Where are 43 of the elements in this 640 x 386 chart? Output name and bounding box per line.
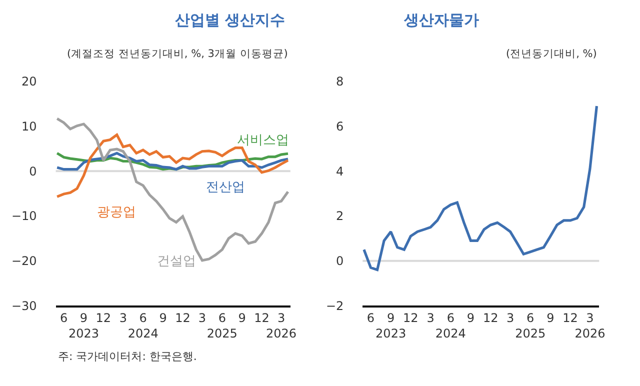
x-tick-label: 9 <box>238 311 246 326</box>
y-tick-label: 10 <box>22 119 37 134</box>
y-tick-label: 6 <box>336 119 344 134</box>
x-tick-label: 6 2024 <box>435 311 466 341</box>
y-tick-label: −20 <box>11 254 37 268</box>
x-tick-label: 12 <box>175 311 190 326</box>
x-tick-label: 3 <box>506 311 514 326</box>
y-tick-label: 8 <box>336 74 344 89</box>
x-tick-label: 3 <box>198 311 206 326</box>
x-tick-label: 6 2025 <box>515 311 546 341</box>
y-tick-label: 20 <box>22 74 37 89</box>
x-tick-label: 9 <box>159 311 167 326</box>
text: 주: 국가데이터처: 한국은행. <box>58 350 197 363</box>
y-tick-label: 0 <box>336 254 344 268</box>
line-series <box>56 133 290 198</box>
chart-title: 생산자물가 <box>403 11 479 29</box>
chart-subtitle: (전년동기대비, %) <box>506 48 597 60</box>
series-label: 전산업 <box>206 180 245 195</box>
x-tick-label: 6 2024 <box>128 311 158 341</box>
x-tick-label: 12 <box>403 311 418 326</box>
x-tick-label: 3 <box>119 311 127 326</box>
x-tick-label: 9 <box>546 311 554 326</box>
series-label: 건설업 <box>157 254 196 269</box>
y-tick-label: 4 <box>336 164 344 178</box>
y-tick-label: −30 <box>11 298 37 313</box>
x-tick-label: 12 <box>562 311 578 326</box>
x-tick-label: 6 2025 <box>206 311 238 341</box>
x-tick-label: 12 <box>482 311 498 326</box>
y-tick-label: −10 <box>11 209 37 224</box>
y-tick-label: 0 <box>29 164 37 178</box>
chart-title: 산업별 생산지수 <box>175 11 286 29</box>
x-tick-label: 12 <box>254 311 270 326</box>
series-label: 광공업 <box>97 205 136 220</box>
x-tick-label: 12 <box>96 311 112 326</box>
series-label: 서비스업 <box>237 133 289 148</box>
x-tick-label: 9 <box>466 311 475 326</box>
x-tick-label: 6 <box>366 311 375 326</box>
x-tick-label: 6 <box>60 311 68 326</box>
chart-subtitle: (계절조정 전년동기대비, %, 3개월 이동평균) <box>67 48 288 60</box>
y-tick-label: 2 <box>336 209 344 224</box>
x-tick-label: 3 <box>426 311 434 326</box>
y-tick-label: −2 <box>326 298 344 313</box>
line-series <box>362 104 598 272</box>
